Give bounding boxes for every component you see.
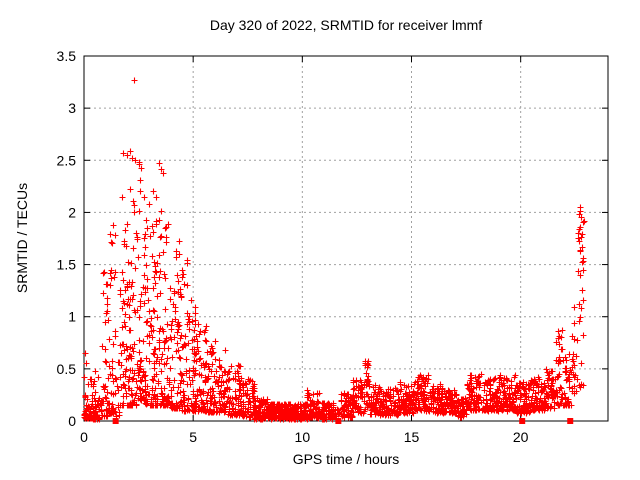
- x-tick-label: 0: [80, 429, 88, 445]
- x-axis-label: GPS time / hours: [292, 451, 400, 467]
- plot-border: [83, 55, 609, 422]
- flag-square-marker: [112, 418, 119, 424]
- y-tick-label: 1: [68, 309, 76, 325]
- x-tick-label: 15: [404, 429, 420, 445]
- x-tick-label: 5: [189, 429, 197, 445]
- flag-square-marker: [519, 418, 526, 424]
- flag-square-marker: [567, 418, 574, 424]
- x-tick-label: 20: [513, 429, 529, 445]
- y-tick-label: 3: [68, 100, 76, 116]
- y-tick-label: 0: [68, 413, 76, 429]
- scatter-points: [81, 77, 588, 423]
- y-tick-label: 2.5: [57, 152, 77, 168]
- y-tick-label: 3.5: [57, 48, 77, 64]
- x-tick-label: 10: [295, 429, 311, 445]
- y-tick-label: 2: [68, 204, 76, 220]
- y-tick-label: 1.5: [57, 257, 77, 273]
- chart-title: Day 320 of 2022, SRMTID for receiver lmm…: [209, 17, 483, 33]
- y-axis-label: SRMTID / TECUs: [14, 182, 30, 294]
- flag-square-marker: [335, 418, 342, 424]
- y-tick-label: 0.5: [57, 361, 77, 377]
